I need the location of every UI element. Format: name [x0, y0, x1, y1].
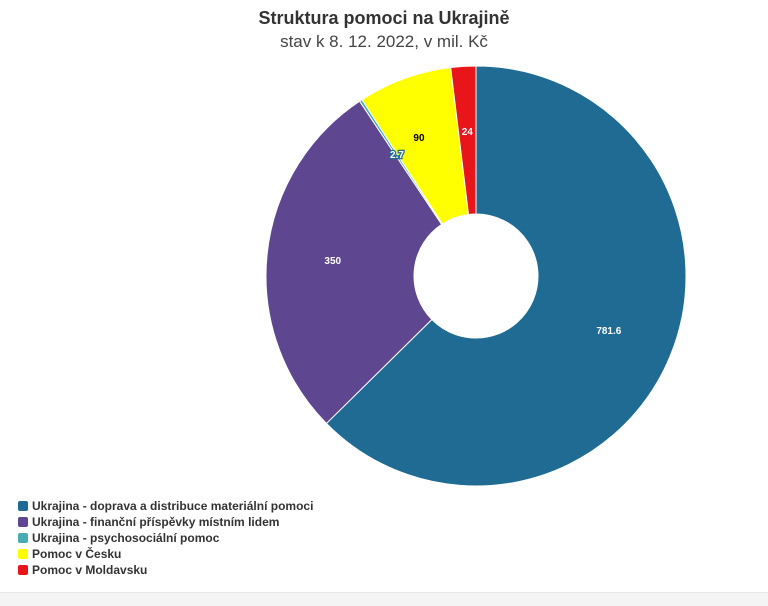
legend-item[interactable]: Ukrajina - doprava a distribuce materiál…	[18, 498, 313, 514]
legend-item[interactable]: Pomoc v Česku	[18, 546, 313, 562]
legend-label: Ukrajina - finanční příspěvky místním li…	[32, 515, 280, 529]
chart-subtitle: stav k 8. 12. 2022, v mil. Kč	[280, 32, 488, 51]
data-label: 90	[413, 133, 425, 144]
legend-item[interactable]: Ukrajina - finanční příspěvky místním li…	[18, 514, 313, 530]
legend-swatch	[18, 501, 28, 511]
legend-item[interactable]: Ukrajina - psychosociální pomoc	[18, 530, 313, 546]
legend-item[interactable]: Pomoc v Moldavsku	[18, 562, 313, 578]
legend-swatch	[18, 533, 28, 543]
pie-slice[interactable]	[325, 65, 687, 487]
pie-slice[interactable]	[450, 65, 477, 216]
pie-slice[interactable]	[265, 100, 443, 425]
data-label: 2.7	[390, 150, 404, 161]
legend-label: Ukrajina - psychosociální pomoc	[32, 531, 220, 545]
data-label: 781.6	[596, 326, 621, 337]
legend-label: Pomoc v Česku	[32, 547, 122, 561]
chart-title: Struktura pomoci na Ukrajině	[258, 8, 510, 28]
data-label: 24	[462, 127, 474, 138]
legend-swatch	[18, 517, 28, 527]
data-label: 350	[324, 256, 341, 267]
chart-legend: Ukrajina - doprava a distribuce materiál…	[18, 498, 313, 578]
legend-label: Ukrajina - doprava a distribuce materiál…	[32, 499, 314, 513]
legend-swatch	[18, 565, 28, 575]
legend-label: Pomoc v Moldavsku	[32, 563, 148, 577]
legend-swatch	[18, 549, 28, 559]
footer-strip	[0, 592, 768, 606]
